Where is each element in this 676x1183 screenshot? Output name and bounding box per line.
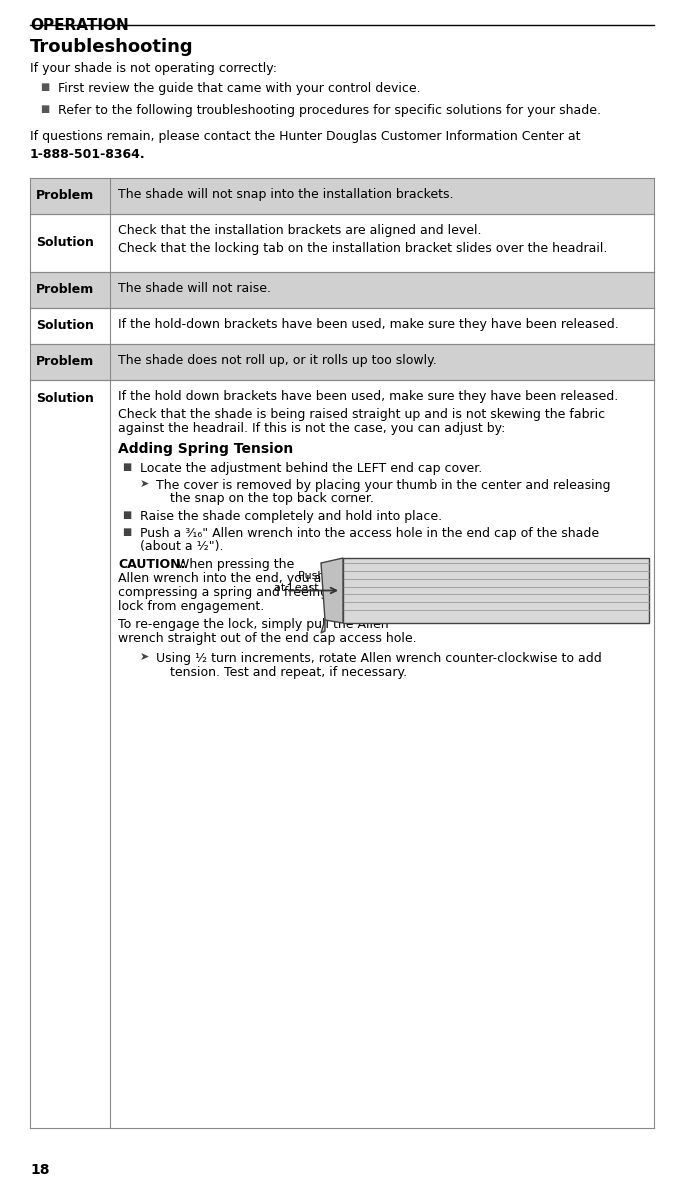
Text: Solution: Solution: [36, 319, 94, 332]
Text: Raise the shade completely and hold into place.: Raise the shade completely and hold into…: [140, 510, 442, 523]
Bar: [30, 214, 654, 272]
Text: The shade does not roll up, or it rolls up too slowly.: The shade does not roll up, or it rolls …: [118, 354, 437, 367]
Text: ➤: ➤: [140, 652, 149, 662]
Text: Allen wrench into the end, you are: Allen wrench into the end, you are: [118, 573, 334, 586]
Text: wrench straight out of the end cap access hole.: wrench straight out of the end cap acces…: [118, 632, 416, 645]
Text: When pressing the: When pressing the: [173, 558, 294, 571]
Text: If the hold-down brackets have been used, make sure they have been released.: If the hold-down brackets have been used…: [118, 318, 619, 331]
Text: Locate the adjustment behind the LEFT end cap cover.: Locate the adjustment behind the LEFT en…: [140, 463, 482, 476]
Text: CAUTION:: CAUTION:: [118, 558, 185, 571]
Bar: [30, 177, 654, 214]
Text: If your shade is not operating correctly:: If your shade is not operating correctly…: [30, 62, 277, 75]
Bar: [30, 344, 654, 380]
Text: OPERATION: OPERATION: [30, 18, 128, 33]
Text: First review the guide that came with your control device.: First review the guide that came with yo…: [58, 82, 420, 95]
Text: at Least ¹⁄₂": at Least ¹⁄₂": [274, 582, 338, 593]
Text: Troubleshooting: Troubleshooting: [30, 38, 193, 56]
Text: ■: ■: [122, 526, 131, 537]
Text: compressing a spring and freeing the: compressing a spring and freeing the: [118, 586, 353, 599]
Text: 1-888-501-8364.: 1-888-501-8364.: [30, 148, 145, 161]
Text: Solution: Solution: [36, 392, 94, 405]
Text: Check that the shade is being raised straight up and is not skewing the fabric: Check that the shade is being raised str…: [118, 408, 605, 421]
Bar: [30, 308, 654, 344]
Text: Problem: Problem: [36, 189, 94, 202]
Text: Solution: Solution: [36, 235, 94, 248]
Text: tension. Test and repeat, if necessary.: tension. Test and repeat, if necessary.: [170, 666, 407, 679]
Text: The shade will not snap into the installation brackets.: The shade will not snap into the install…: [118, 188, 454, 201]
Text: Refer to the following troubleshooting procedures for specific solutions for you: Refer to the following troubleshooting p…: [58, 104, 601, 117]
Text: The shade will not raise.: The shade will not raise.: [118, 282, 271, 295]
Polygon shape: [321, 558, 343, 623]
Text: 18: 18: [30, 1163, 49, 1177]
Text: Adding Spring Tension: Adding Spring Tension: [118, 442, 293, 455]
Text: Problem: Problem: [36, 283, 94, 296]
Text: If questions remain, please contact the Hunter Douglas Customer Information Cent: If questions remain, please contact the …: [30, 130, 581, 143]
Text: ■: ■: [122, 510, 131, 521]
Text: ■: ■: [40, 104, 49, 114]
Text: The cover is removed by placing your thumb in the center and releasing: The cover is removed by placing your thu…: [156, 479, 610, 492]
Bar: [343, 558, 649, 623]
Text: Push a ³⁄₁₆" Allen wrench into the access hole in the end cap of the shade: Push a ³⁄₁₆" Allen wrench into the acces…: [140, 526, 599, 539]
Bar: [30, 380, 654, 1129]
Text: Push in: Push in: [297, 570, 338, 581]
Text: Check that the locking tab on the installation bracket slides over the headrail.: Check that the locking tab on the instal…: [118, 243, 607, 256]
Text: ■: ■: [40, 82, 49, 92]
Text: lock from engagement.: lock from engagement.: [118, 600, 264, 613]
Text: Problem: Problem: [36, 355, 94, 368]
Text: Check that the installation brackets are aligned and level.: Check that the installation brackets are…: [118, 224, 481, 237]
Text: ■: ■: [122, 463, 131, 472]
Text: If the hold down brackets have been used, make sure they have been released.: If the hold down brackets have been used…: [118, 390, 619, 403]
Text: To re-engage the lock, simply pull the Allen: To re-engage the lock, simply pull the A…: [118, 618, 389, 631]
Text: (about a ¹⁄₂").: (about a ¹⁄₂").: [140, 539, 224, 552]
Text: ➤: ➤: [140, 479, 149, 489]
Text: against the headrail. If this is not the case, you can adjust by:: against the headrail. If this is not the…: [118, 422, 506, 435]
Text: the snap on the top back corner.: the snap on the top back corner.: [170, 492, 374, 505]
Text: Using ¹⁄₂ turn increments, rotate Allen wrench counter-clockwise to add: Using ¹⁄₂ turn increments, rotate Allen …: [156, 652, 602, 665]
Polygon shape: [321, 620, 325, 633]
Bar: [30, 272, 654, 308]
